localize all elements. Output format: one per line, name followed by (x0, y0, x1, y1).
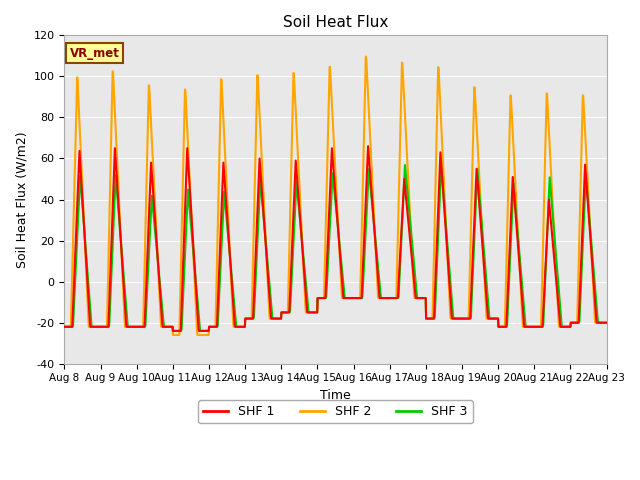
SHF 2 (362, 54, 370, 60)
SHF 1 (603, 320, 611, 325)
SHF 1 (182, 199, 189, 204)
Text: VR_met: VR_met (70, 47, 120, 60)
SHF 3 (492, 316, 499, 322)
Line: SHF 1: SHF 1 (65, 146, 607, 331)
SHF 2 (539, 247, 547, 253)
X-axis label: Time: Time (320, 389, 351, 402)
SHF 2 (492, 316, 499, 322)
SHF 2 (168, 324, 175, 330)
SHF 3 (169, 328, 177, 334)
SHF 3 (242, 316, 250, 322)
SHF 2 (420, 295, 428, 301)
SHF 2 (182, 87, 189, 93)
SHF 2 (61, 324, 68, 330)
SHF 3 (420, 295, 428, 301)
SHF 3 (61, 324, 68, 330)
Legend: SHF 1, SHF 2, SHF 3: SHF 1, SHF 2, SHF 3 (198, 400, 472, 423)
SHF 1 (492, 316, 499, 322)
SHF 2 (603, 320, 611, 325)
SHF 3 (401, 162, 409, 168)
SHF 2 (242, 316, 250, 322)
SHF 1 (242, 316, 250, 322)
SHF 1 (364, 144, 372, 149)
SHF 1 (539, 316, 547, 322)
SHF 1 (61, 324, 68, 330)
Line: SHF 2: SHF 2 (65, 57, 607, 335)
SHF 3 (539, 324, 547, 330)
Y-axis label: Soil Heat Flux (W/m2): Soil Heat Flux (W/m2) (15, 131, 28, 268)
SHF 3 (603, 320, 611, 325)
SHF 3 (168, 324, 175, 330)
SHF 2 (169, 332, 177, 338)
SHF 1 (168, 324, 175, 330)
SHF 1 (169, 328, 177, 334)
SHF 3 (182, 243, 189, 249)
SHF 1 (420, 295, 428, 301)
Line: SHF 3: SHF 3 (65, 165, 607, 331)
Title: Soil Heat Flux: Soil Heat Flux (283, 15, 388, 30)
